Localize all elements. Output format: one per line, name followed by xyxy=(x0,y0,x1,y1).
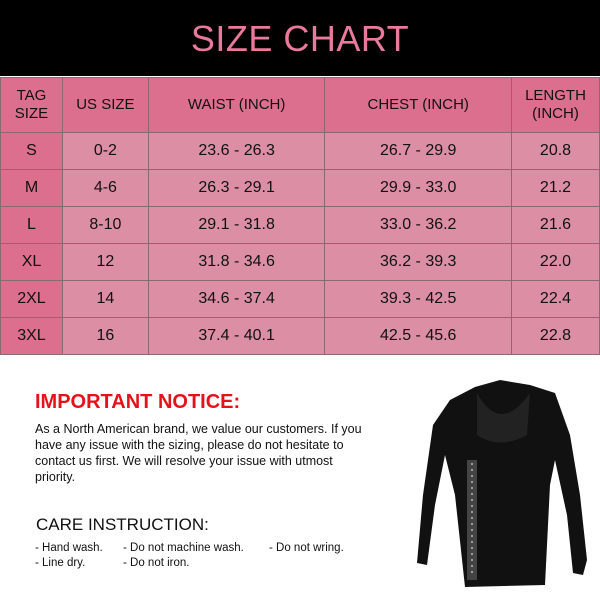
care-item: - Do not machine wash. xyxy=(123,542,244,554)
header-row: TAG SIZE US SIZE WAIST (INCH) CHEST (INCH) L… xyxy=(0,77,600,133)
table-cell: 37.4 - 40.1 xyxy=(147,317,326,355)
care-item: - Do not wring. xyxy=(269,542,344,554)
care-heading: CARE INSTRUCTION: xyxy=(36,515,209,534)
table-cell: 8-10 xyxy=(61,206,149,244)
notice-heading: IMPORTANT NOTICE: xyxy=(35,391,241,413)
table-cell: 26.7 - 29.9 xyxy=(324,132,512,170)
table-cell: 21.2 xyxy=(511,169,600,207)
table-cell: 34.6 - 37.4 xyxy=(147,280,326,318)
table-cell: 39.3 - 42.5 xyxy=(324,280,512,318)
page-title: SIZE CHART xyxy=(190,18,410,59)
table-cell: 21.6 xyxy=(511,206,600,244)
table-cell: 23.6 - 26.3 xyxy=(147,132,326,170)
notice-text: As a North American brand, we value our … xyxy=(35,422,362,484)
care-item: - Do not iron. xyxy=(123,557,190,569)
table-cell: 16 xyxy=(61,317,149,355)
table-cell: L xyxy=(0,206,63,244)
table-cell: 22.4 xyxy=(511,280,600,318)
table-cell: 26.3 - 29.1 xyxy=(147,169,326,207)
table-cell: XL xyxy=(0,243,63,281)
table-cell: 31.8 - 34.6 xyxy=(147,243,326,281)
table-row: XL 12 31.8 - 34.6 36.2 - 39.3 22.0 xyxy=(0,243,600,281)
table-row: 2XL 14 34.6 - 37.4 39.3 - 42.5 22.4 xyxy=(0,280,600,318)
table-cell: 14 xyxy=(61,280,149,318)
table-cell: 20.8 xyxy=(511,132,600,170)
table-row: L 8-10 29.1 - 31.8 33.0 - 36.2 21.6 xyxy=(0,206,600,244)
table-cell: 29.1 - 31.8 xyxy=(147,206,326,244)
care-item: - Hand wash. xyxy=(35,542,103,554)
table-cell: 2XL xyxy=(0,280,63,318)
column-header: LENGTH (INCH) xyxy=(511,77,600,133)
table-row: M 4-6 26.3 - 29.1 29.9 - 33.0 21.2 xyxy=(0,169,600,207)
column-header: WAIST (INCH) xyxy=(147,77,326,133)
table-cell: 4-6 xyxy=(61,169,149,207)
column-header: US SIZE xyxy=(61,77,149,133)
table-cell: 12 xyxy=(61,243,149,281)
table-row: 3XL 16 37.4 - 40.1 42.5 - 45.6 22.8 xyxy=(0,317,600,355)
table-cell: 42.5 - 45.6 xyxy=(324,317,512,355)
table-row: S 0-2 23.6 - 26.3 26.7 - 29.9 20.8 xyxy=(0,132,600,170)
table-cell: 22.8 xyxy=(511,317,600,355)
table-cell: 29.9 - 33.0 xyxy=(324,169,512,207)
title-banner xyxy=(0,0,600,76)
table-cell: 22.0 xyxy=(511,243,600,281)
care-item: - Line dry. xyxy=(35,557,86,569)
table-cell: 3XL xyxy=(0,317,63,355)
column-header: TAG SIZE xyxy=(0,77,63,133)
table-cell: M xyxy=(0,169,63,207)
column-header: CHEST (INCH) xyxy=(324,77,512,133)
table-cell: S xyxy=(0,132,63,170)
shapewear-garment-image xyxy=(417,380,587,587)
table-cell: 0-2 xyxy=(61,132,149,170)
size-chart-table: TAG SIZE US SIZE WAIST (INCH) CHEST (INCH) L… xyxy=(0,77,600,355)
table-cell: 33.0 - 36.2 xyxy=(324,206,512,244)
table-cell: 36.2 - 39.3 xyxy=(324,243,512,281)
